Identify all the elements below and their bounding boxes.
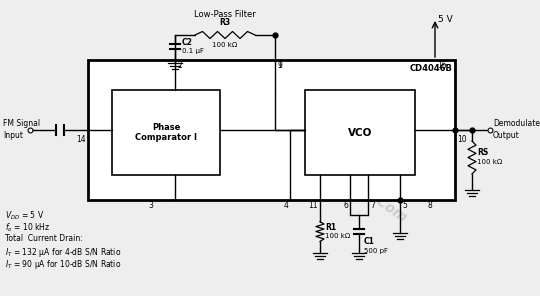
Text: 5 V: 5 V xyxy=(438,15,453,24)
Bar xyxy=(305,90,415,175)
Text: 2: 2 xyxy=(177,61,182,70)
Text: R3: R3 xyxy=(219,18,231,27)
Text: Total  Current Drain:: Total Current Drain: xyxy=(5,234,83,243)
Text: Phase
Comparator I: Phase Comparator I xyxy=(135,123,197,142)
Text: 5: 5 xyxy=(402,201,407,210)
Text: C2: C2 xyxy=(182,38,193,47)
Text: Low-Pass Filter: Low-Pass Filter xyxy=(194,10,256,19)
Text: 16: 16 xyxy=(437,61,447,70)
Text: 10: 10 xyxy=(457,135,467,144)
Text: Input: Input xyxy=(3,131,23,139)
Text: $I_T$ = 90 μA for 10-dB S/N Ratio: $I_T$ = 90 μA for 10-dB S/N Ratio xyxy=(5,258,122,271)
Text: 9: 9 xyxy=(277,61,282,70)
Text: 11: 11 xyxy=(308,201,318,210)
Text: 100 kΩ: 100 kΩ xyxy=(477,160,502,165)
Text: $I_T$ = 132 μA for 4-dB S/N Ratio: $I_T$ = 132 μA for 4-dB S/N Ratio xyxy=(5,246,122,259)
Text: 500 pF: 500 pF xyxy=(364,249,388,255)
Text: SimpleCircuitDiagram.Com: SimpleCircuitDiagram.Com xyxy=(230,94,410,226)
Text: 1: 1 xyxy=(277,61,282,70)
Text: 100 kΩ: 100 kΩ xyxy=(325,234,350,239)
Text: VCO: VCO xyxy=(348,128,372,138)
Bar xyxy=(88,60,455,200)
Text: 100 kΩ: 100 kΩ xyxy=(212,42,238,48)
Text: 14: 14 xyxy=(76,135,86,144)
Text: 4: 4 xyxy=(283,201,288,210)
Bar xyxy=(112,90,220,175)
Text: $V_{DD}$ = 5 V: $V_{DD}$ = 5 V xyxy=(5,210,44,223)
Text: 3: 3 xyxy=(148,201,153,210)
Text: RS: RS xyxy=(477,148,488,157)
Text: C1: C1 xyxy=(364,237,375,246)
Text: $f_o$ = 10 kHz: $f_o$ = 10 kHz xyxy=(5,222,50,234)
Text: CD4046B: CD4046B xyxy=(409,64,452,73)
Text: 7: 7 xyxy=(370,201,375,210)
Text: 8: 8 xyxy=(427,201,432,210)
Text: Demodulated: Demodulated xyxy=(493,118,540,128)
Text: 6: 6 xyxy=(343,201,348,210)
Text: 0.1 μF: 0.1 μF xyxy=(182,49,204,54)
Text: Output: Output xyxy=(493,131,519,139)
Text: FM Signal: FM Signal xyxy=(3,118,40,128)
Text: R1: R1 xyxy=(325,223,336,232)
